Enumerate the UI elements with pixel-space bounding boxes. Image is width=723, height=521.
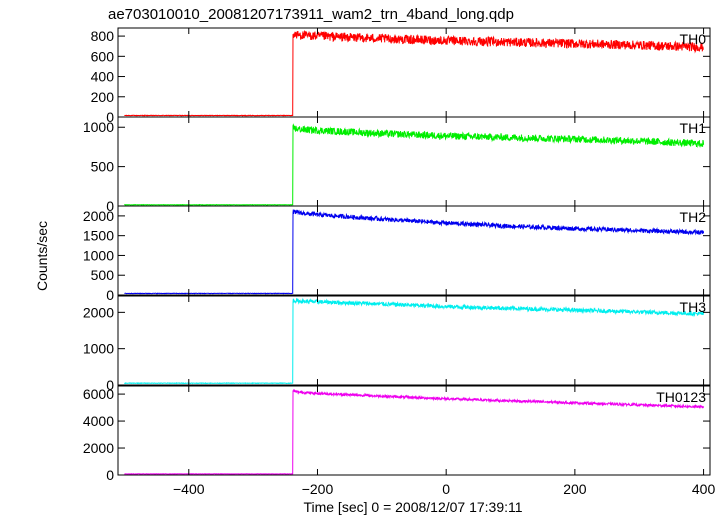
- panel-label: TH0123: [656, 389, 706, 405]
- panel-th1: 0 500 1000 TH1: [83, 116, 711, 214]
- panel-frame: [117, 295, 711, 386]
- y-tick-label: 1000: [83, 341, 114, 357]
- series-line-th0: [124, 30, 704, 117]
- panel-frame: [117, 205, 711, 296]
- series-line-th3: [124, 297, 705, 385]
- y-tick-label: 400: [91, 69, 115, 85]
- panels-layer: 0 200 400 600 800 TH0 0 500 1000 TH1 0 500 1000 1500 2…: [83, 27, 716, 497]
- y-tick-label: 1000: [83, 119, 114, 135]
- panel-frame: [117, 116, 711, 207]
- x-tick-label: −400: [173, 481, 205, 497]
- panel-label: TH2: [680, 209, 707, 225]
- panel-th2: 0 500 1000 1500 2000 TH2: [83, 205, 711, 303]
- y-tick-label: 4000: [83, 413, 114, 429]
- panel-th3: 0 1000 2000 TH3: [83, 295, 711, 393]
- series-line-th2: [124, 209, 705, 295]
- y-tick-label: 0: [106, 467, 114, 483]
- x-tick-label: 0: [442, 481, 450, 497]
- y-tick-label: 500: [91, 159, 115, 175]
- panel-label: TH1: [680, 120, 707, 136]
- x-axis-label: Time [sec] 0 = 2008/12/07 17:39:11: [303, 499, 522, 515]
- y-tick-label: 2000: [83, 208, 114, 224]
- y-tick-label: 2000: [83, 304, 114, 320]
- y-tick-label: 600: [91, 48, 115, 64]
- panel-th0: 0 200 400 600 800 TH0: [91, 27, 711, 125]
- y-tick-label: 2000: [83, 440, 114, 456]
- series-line-th0123: [124, 388, 705, 475]
- chart-title: ae703010010_20081207173911_wam2_trn_4ban…: [108, 6, 514, 23]
- panel-label: TH3: [680, 299, 707, 315]
- y-tick-label: 0: [106, 287, 114, 303]
- y-axis-label: Counts/sec: [34, 221, 50, 291]
- y-tick-label: 6000: [83, 386, 114, 402]
- y-tick-label: 200: [91, 89, 115, 105]
- panel-th0123: 0 2000 4000 6000 TH0123: [83, 385, 711, 483]
- y-tick-label: 0: [106, 109, 114, 125]
- x-tick-label: 400: [692, 481, 716, 497]
- y-tick-label: 1500: [83, 228, 114, 244]
- panel-label: TH0: [680, 31, 707, 47]
- panel-frame: [117, 385, 711, 476]
- x-tick-label: 200: [563, 481, 587, 497]
- y-tick-label: 800: [91, 28, 115, 44]
- y-tick-label: 1000: [83, 247, 114, 263]
- y-tick-label: 0: [106, 198, 114, 214]
- y-tick-label: 0: [106, 377, 114, 393]
- y-tick-label: 500: [91, 267, 115, 283]
- x-tick-label: −200: [302, 481, 334, 497]
- series-line-th1: [124, 123, 705, 206]
